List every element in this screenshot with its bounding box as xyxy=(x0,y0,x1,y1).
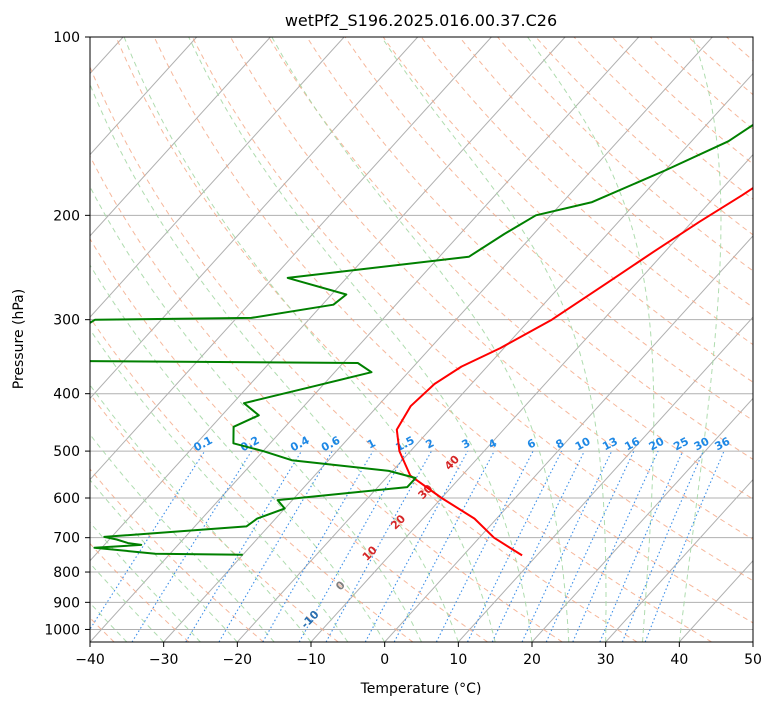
mixing-ratio-line xyxy=(325,450,432,642)
mixing-ratio-label: 13 xyxy=(600,435,620,454)
dry-adiabat-line xyxy=(382,37,753,383)
mixing-ratio-line xyxy=(599,450,684,642)
mixing-ratio-line xyxy=(467,450,563,642)
dry-adiabat-line xyxy=(230,37,753,541)
y-axis-ticks: 100 200 300 400 500 600 700 800 900 1000 xyxy=(44,30,90,638)
dry-adiabat-line xyxy=(115,37,712,642)
dry-adiabat-line xyxy=(573,37,753,200)
y-tick-label: 700 xyxy=(53,531,80,547)
moist-adiabat-line xyxy=(90,521,201,642)
y-tick-label: 400 xyxy=(53,387,80,403)
isotherms xyxy=(90,37,753,642)
y-tick-label: 500 xyxy=(53,444,80,460)
temperature-line xyxy=(395,186,753,557)
mixing-ratio-line xyxy=(298,450,408,642)
x-tick-label: 50 xyxy=(744,652,762,668)
isotherm-line xyxy=(90,37,566,562)
dry-adiabat-line xyxy=(268,37,753,500)
y-tick-label: 600 xyxy=(53,491,80,507)
x-tick-label: −10 xyxy=(296,652,326,668)
chart-title: wetPf2_S196.2025.016.00.37.C26 xyxy=(285,11,557,31)
dry-adiabat-line xyxy=(90,393,339,642)
isotherm-line xyxy=(236,72,753,642)
dry-adiabats xyxy=(90,37,753,642)
dry-adiabat-line xyxy=(344,37,753,422)
dry-adiabat-line xyxy=(90,237,488,642)
moist-adiabat-line xyxy=(90,384,312,642)
y-tick-label: 800 xyxy=(53,565,80,581)
y-tick-label: 100 xyxy=(53,30,80,46)
dry-adiabat-line xyxy=(153,37,753,624)
isotherm-line xyxy=(457,316,753,642)
profile-series xyxy=(90,123,753,557)
moist-adiabat-line xyxy=(90,479,238,642)
mixing-ratio-line xyxy=(572,450,659,642)
y-tick-label: 900 xyxy=(53,595,80,611)
x-tick-label: 10 xyxy=(449,652,467,668)
mixing-ratio-line xyxy=(364,450,469,642)
dry-adiabat-line xyxy=(611,37,753,165)
y-tick-label: 300 xyxy=(53,313,80,329)
moist-adiabat-line xyxy=(90,433,275,642)
moist-adiabat-line xyxy=(527,37,655,642)
mixing-ratio-label: 20 xyxy=(647,435,667,454)
dry-adiabat-line xyxy=(90,155,563,642)
moist-adiabat-line xyxy=(678,37,722,642)
x-axis-label: Temperature (°C) xyxy=(360,681,482,697)
dry-adiabat-line xyxy=(306,37,753,460)
moist-adiabats xyxy=(90,37,722,642)
x-tick-label: 40 xyxy=(670,652,688,668)
isotherm-line xyxy=(384,235,753,642)
isotherm-line xyxy=(90,37,492,481)
y-tick-label: 1000 xyxy=(44,622,80,638)
x-tick-label: −40 xyxy=(75,652,105,668)
dry-adiabat-line xyxy=(90,468,264,642)
mixing-ratio-line xyxy=(644,450,725,642)
mixing-ratio-line xyxy=(621,450,704,642)
y-axis-label: Pressure (hPa) xyxy=(11,289,27,389)
dry-adiabat-line xyxy=(191,37,753,582)
isotherm-line xyxy=(605,478,753,642)
isotherm-line xyxy=(90,37,198,156)
mixing-ratio-line xyxy=(185,450,302,642)
x-tick-label: 30 xyxy=(597,652,615,668)
isotherm-line xyxy=(90,37,345,318)
mixing-ratio-line xyxy=(435,450,534,642)
mixing-ratio-label: 10 xyxy=(573,435,593,454)
moist-adiabat-line xyxy=(90,185,422,642)
dry-adiabat-line xyxy=(420,37,753,346)
x-axis-ticks: −40 −30 −20 −10 0 10 20 30 40 50 xyxy=(75,642,762,668)
isotherm-line xyxy=(90,37,271,237)
dry-adiabat-line xyxy=(90,65,638,642)
moist-adiabat-line xyxy=(90,264,386,642)
x-tick-label: 20 xyxy=(523,652,541,668)
moist-adiabat-line xyxy=(90,83,459,642)
dewpoint-line xyxy=(90,123,753,556)
isotherm-line xyxy=(90,37,419,400)
mixing-ratio-lines xyxy=(90,450,725,642)
x-tick-label: −20 xyxy=(223,652,253,668)
moist-adiabat-line xyxy=(90,562,165,642)
mixing-ratio-label: 16 xyxy=(622,435,642,454)
mixing-ratio-line xyxy=(90,450,206,631)
dry-adiabat-line xyxy=(90,316,414,642)
isotherm-line xyxy=(531,397,753,642)
mixing-ratio-label: 36 xyxy=(713,434,733,453)
mixing-ratio-label: 25 xyxy=(671,435,691,454)
moist-adiabat-line xyxy=(381,37,607,642)
x-tick-label: 0 xyxy=(380,652,389,668)
dry-adiabat-line xyxy=(535,37,753,236)
y-tick-label: 200 xyxy=(53,208,80,224)
plot-frame xyxy=(89,36,754,643)
mixing-ratio-label: 30 xyxy=(692,435,712,454)
x-tick-label: −30 xyxy=(149,652,179,668)
moist-adiabat-line xyxy=(271,37,570,642)
isotherm-line xyxy=(163,37,713,642)
